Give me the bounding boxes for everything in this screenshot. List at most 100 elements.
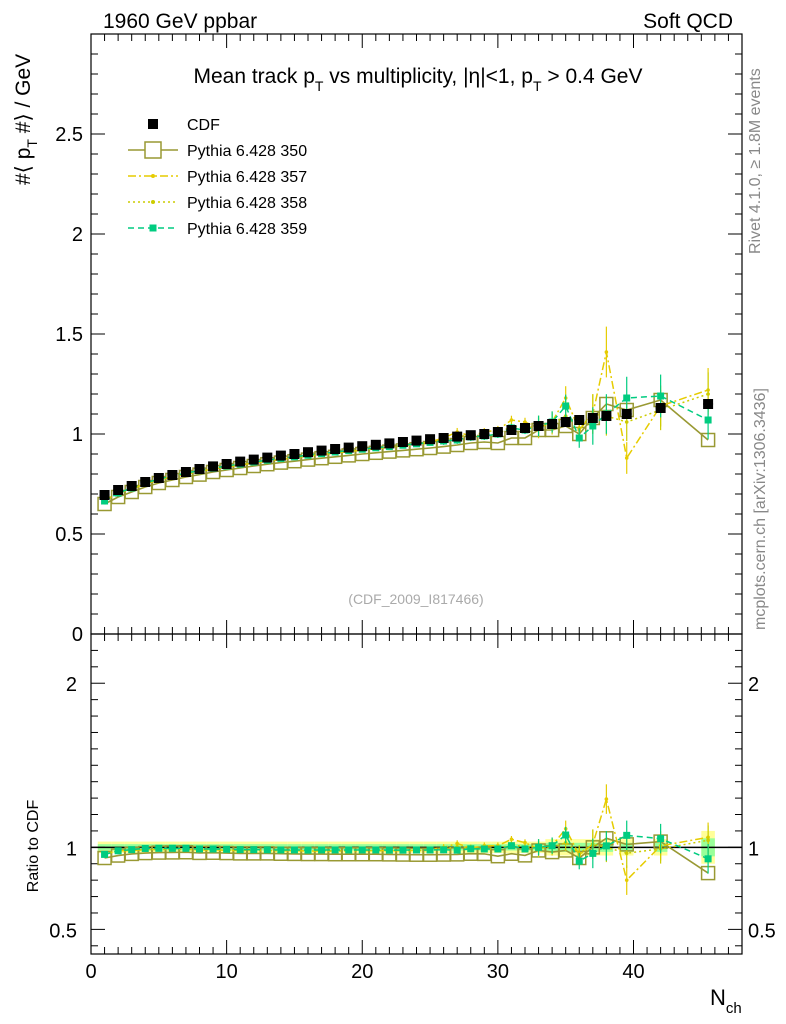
main-point [523,420,527,424]
main-point [657,392,665,400]
main-point [624,456,629,460]
header-right: Soft QCD [643,10,733,33]
main-point [575,434,583,442]
legend-marker [151,174,155,178]
header-left: 1960 GeV ppbar [103,10,257,33]
ratio-y-tick-label: 2 [66,674,77,696]
legend-marker [151,200,155,204]
ratio-point [623,831,631,839]
x-tick-label: 20 [351,961,373,983]
ratio-point [263,846,271,854]
ratio-point [250,846,258,854]
ratio-series-line [104,837,709,874]
ratio-point [602,842,610,850]
legend-marker-cdf [148,119,158,129]
legend-marker [149,224,157,232]
ratio-point [453,846,461,854]
ratio-point [548,842,556,850]
ratio-point [196,845,203,853]
main-point [604,350,609,354]
legend-label: Pythia 6.428 357 [187,169,307,186]
y-tick-label: 0.5 [55,524,83,546]
ratio-frame [90,633,743,955]
legend-label: Pythia 6.428 359 [187,221,307,238]
x-tick-label: 10 [216,961,238,983]
ratio-point [277,846,285,854]
ratio-y-tick-label-right: 2 [748,674,759,696]
x-tick-label: 0 [85,961,96,983]
legend-label: CDF [187,117,220,134]
ratio-point [182,844,190,852]
y-tick-label: 2.5 [55,124,83,146]
ratio-point [523,840,527,845]
ratio-point [345,846,353,854]
ratio-point [223,845,231,853]
ratio-point [467,845,475,853]
main-title: Mean track pT vs multiplicity, |η|<1, pT… [193,65,642,94]
main-point [101,497,109,505]
y-tick-label: 1 [72,424,83,446]
ratio-point [509,837,514,842]
ratio-point [101,850,109,858]
ratio-point [521,845,529,853]
ratio-point [372,846,380,854]
ratio-point [426,846,434,854]
legend-marker [144,141,162,159]
analysis-watermark: (CDF_2009_I817466) [348,591,483,607]
ratio-y-tick-label-right: 1 [748,838,759,860]
ratio-point [706,838,710,843]
ratio-point [399,846,407,854]
ratio-point [535,843,543,851]
ratio-point [440,846,448,854]
ratio-point [704,855,712,863]
ratio-y-tick-label: 0.5 [49,920,77,942]
ratio-point [480,845,488,853]
ratio-point [413,846,420,854]
x-tick-label: 40 [622,961,644,983]
main-series-line [104,399,709,505]
ratio-point [507,842,515,850]
legend-label: Pythia 6.428 350 [187,143,307,160]
ratio-point [209,845,217,853]
ratio-point [657,835,665,843]
legend-label: Pythia 6.428 358 [187,195,307,212]
ratio-y-tick-label: 1 [66,838,77,860]
main-point [623,394,631,402]
x-tick-label: 30 [487,961,509,983]
mcplots-label: mcplots.cern.ch [arXiv:1306.3436] [752,388,769,630]
y-tick-label: 2 [72,224,83,246]
ratio-point [575,857,583,865]
main-point [562,402,570,410]
ratio-point [624,878,629,882]
main-ylabel: #⟨ pT #⟩ / GeV [12,54,40,185]
x-axis-label: Nch [710,985,742,1017]
main-point [577,426,582,430]
ratio-point [494,845,502,853]
ratio-point [141,844,149,852]
main-point [624,420,629,424]
ratio-point [562,831,570,839]
ratio-point [385,846,393,854]
ratio-point [155,844,163,852]
main-point [589,422,597,430]
main-point [509,418,514,422]
ratio-y-tick-label-right: 0.5 [748,920,776,942]
ratio-point [290,846,298,854]
y-tick-label: 0 [72,624,83,646]
ratio-point [168,844,176,852]
ratio-point [589,849,597,857]
main-point [706,392,710,396]
y-tick-label: 1.5 [55,324,83,346]
ratio-point [304,846,312,854]
ratio-point [318,846,326,854]
ratio-ylabel: Ratio to CDF [25,800,42,893]
rivet-label: Rivet 4.1.0, ≥ 1.8M events [747,68,764,254]
ratio-point [624,851,629,856]
main-point [704,416,712,424]
ratio-point [331,846,339,854]
ratio-point [114,847,122,855]
ratio-point [358,846,366,854]
ratio-point [128,846,136,854]
ratio-point [236,846,244,854]
